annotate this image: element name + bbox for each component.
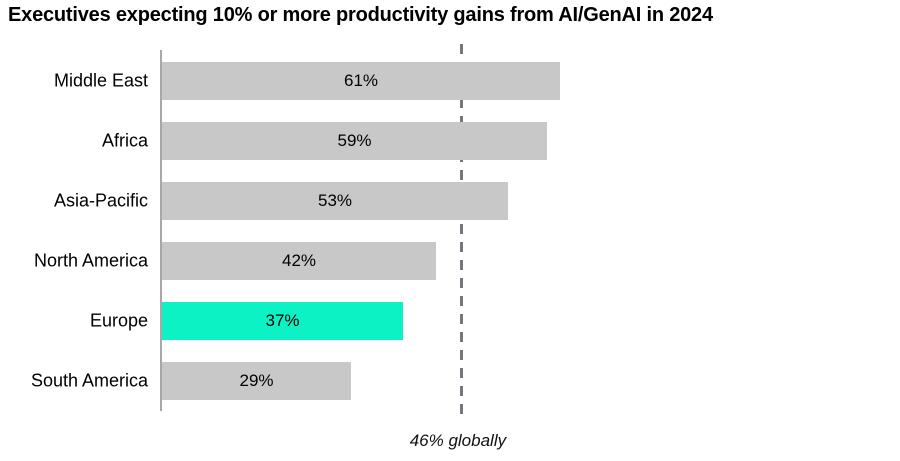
global-average-reference-line xyxy=(460,44,464,421)
y-axis-line xyxy=(160,50,162,411)
value-label: 61% xyxy=(343,71,379,90)
chart-title: Executives expecting 10% or more product… xyxy=(8,4,713,26)
value-label: 29% xyxy=(239,371,274,390)
bar-row-africa: Africa 59% xyxy=(0,122,900,160)
bar-africa: 59% xyxy=(162,122,547,160)
value-label: 42% xyxy=(281,251,317,270)
bar-row-asia-pacific: Asia-Pacific 53% xyxy=(0,182,900,220)
bar-north-america: 42% xyxy=(162,242,436,280)
bar-row-europe: Europe 37% xyxy=(0,302,900,340)
category-label: Africa xyxy=(101,130,148,151)
bar-europe-highlighted: 37% xyxy=(162,302,403,340)
bar-row-middle-east: Middle East 61% xyxy=(0,62,900,100)
value-label: 37% xyxy=(265,311,300,330)
value-label: 59% xyxy=(337,131,372,150)
category-label: Middle East xyxy=(53,70,148,91)
bar-asia-pacific: 53% xyxy=(162,182,508,220)
category-label: Asia-Pacific xyxy=(53,190,148,211)
value-label: 53% xyxy=(317,191,353,210)
category-label: South America xyxy=(30,370,148,391)
bar-south-america: 29% xyxy=(162,362,351,400)
bar-row-north-america: North America 42% xyxy=(0,242,900,280)
category-label: North America xyxy=(33,250,148,271)
category-label: Europe xyxy=(89,310,148,331)
global-average-label: 46% globally xyxy=(409,431,507,450)
bar-row-south-america: South America 29% xyxy=(0,362,900,400)
bar-middle-east: 61% xyxy=(162,62,560,100)
